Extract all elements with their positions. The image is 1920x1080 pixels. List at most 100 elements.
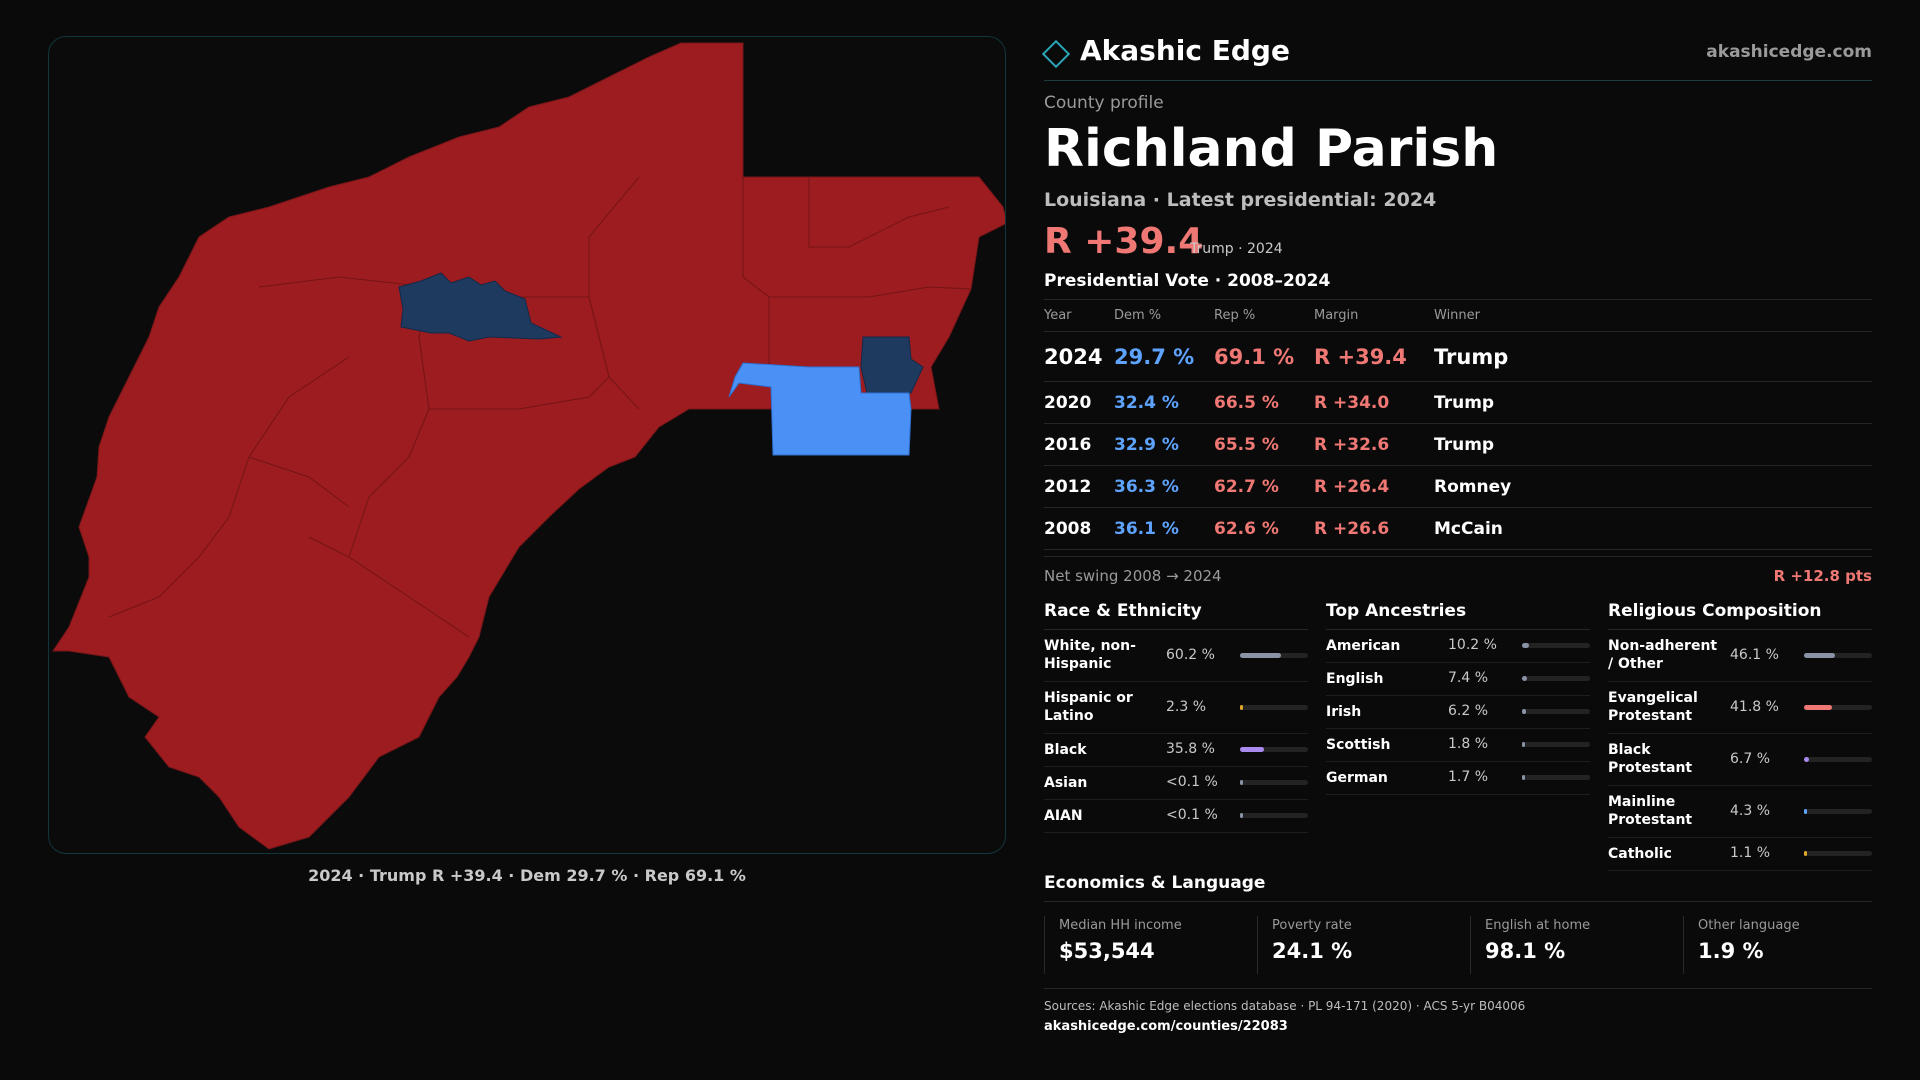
- eyebrow-label: County profile: [1044, 93, 1164, 113]
- list-item: White, non-Hispanic 60.2 %: [1044, 630, 1308, 682]
- brand-logo-icon: [1041, 39, 1071, 69]
- header-dem: Dem %: [1114, 300, 1214, 332]
- economics-title: Economics & Language: [1044, 873, 1872, 902]
- brand-url-link[interactable]: akashicedge.com: [1706, 42, 1872, 62]
- stat-label: Poverty rate: [1272, 918, 1352, 933]
- table-row: 2020 32.4 % 66.5 % R +34.0 Trump: [1044, 381, 1872, 424]
- precinct-map-dem-area-north[interactable]: [398, 272, 563, 342]
- share-bar: [1240, 747, 1308, 752]
- item-value: 6.2 %: [1448, 703, 1489, 719]
- table-row: 2016 32.9 % 65.5 % R +32.6 Trump: [1044, 423, 1872, 466]
- net-swing-value: R +12.8 pts: [1773, 567, 1872, 585]
- header-winner: Winner: [1434, 300, 1872, 332]
- rep-cell: 62.7 %: [1214, 465, 1314, 508]
- list-item: Evangelical Protestant 41.8 %: [1608, 682, 1872, 734]
- demographics-section: Race & Ethnicity White, non-Hispanic 60.2…: [1044, 593, 1872, 873]
- headline-margin: R +39.4: [1044, 221, 1204, 262]
- year-cell: 2016: [1044, 423, 1114, 466]
- share-bar-fill: [1522, 742, 1525, 747]
- share-bar: [1804, 704, 1872, 710]
- table-row: 2012 36.3 % 62.7 % R +26.4 Romney: [1044, 465, 1872, 508]
- share-bar: [1240, 704, 1308, 710]
- header-margin: Margin: [1314, 300, 1434, 332]
- dem-cell: 36.1 %: [1114, 507, 1214, 550]
- rep-cell: 66.5 %: [1214, 381, 1314, 424]
- stat-value: $53,544: [1059, 939, 1155, 963]
- share-bar-fill: [1522, 643, 1529, 648]
- divider: [1044, 988, 1872, 989]
- item-label: Catholic: [1608, 846, 1672, 862]
- share-bar: [1804, 756, 1872, 762]
- dem-cell: 32.4 %: [1114, 381, 1214, 424]
- list-item: Hispanic or Latino 2.3 %: [1044, 682, 1308, 734]
- race-ethnicity-list: White, non-Hispanic 60.2 % Hispanic or Lat…: [1044, 630, 1308, 833]
- table-row: 2024 29.7 % 69.1 % R +39.4 Trump: [1044, 331, 1872, 382]
- year-cell: 2008: [1044, 507, 1114, 550]
- year-cell: 2024: [1044, 331, 1114, 382]
- race-ethnicity-panel: Race & Ethnicity White, non-Hispanic 60.2…: [1044, 593, 1308, 833]
- rep-cell: 62.6 %: [1214, 507, 1314, 550]
- share-bar: [1522, 775, 1590, 780]
- brand-name[interactable]: Akashic Edge: [1080, 34, 1290, 67]
- headline-note: Trump · 2024: [1190, 241, 1283, 257]
- stat-poverty-rate: Poverty rate 24.1 %: [1257, 916, 1457, 974]
- stat-value: 1.9 %: [1698, 939, 1764, 963]
- county-permalink[interactable]: akashicedge.com/counties/22083: [1044, 1019, 1288, 1034]
- brand-header: Akashic Edge akashicedge.com: [1041, 30, 1872, 81]
- margin-cell: R +26.4: [1314, 465, 1434, 508]
- share-bar: [1240, 652, 1308, 658]
- rep-cell: 65.5 %: [1214, 423, 1314, 466]
- table-row: 2008 36.1 % 62.6 % R +26.6 McCain: [1044, 507, 1872, 550]
- dem-cell: 32.9 %: [1114, 423, 1214, 466]
- list-item: Scottish 1.8 %: [1326, 729, 1590, 762]
- stat-median-income: Median HH income $53,544: [1044, 916, 1244, 974]
- religion-panel: Religious Composition Non-adherent / Oth…: [1608, 593, 1872, 871]
- winner-cell: Trump: [1434, 423, 1872, 466]
- item-label: Evangelical Protestant: [1608, 690, 1698, 724]
- precinct-map[interactable]: [49, 37, 1006, 854]
- share-bar-fill: [1522, 775, 1525, 780]
- county-map-panel[interactable]: [48, 36, 1006, 854]
- stat-label: Median HH income: [1059, 918, 1182, 933]
- share-bar: [1240, 780, 1308, 785]
- economics-stats: Median HH income $53,544 Poverty rate 24…: [1044, 912, 1872, 988]
- share-bar-fill: [1240, 704, 1243, 710]
- item-value: 1.7 %: [1448, 769, 1489, 785]
- stat-english-at-home: English at home 98.1 %: [1470, 916, 1670, 974]
- share-bar: [1804, 652, 1872, 658]
- stat-other-language: Other language 1.9 %: [1683, 916, 1883, 974]
- winner-cell: Romney: [1434, 465, 1872, 508]
- list-item: English 7.4 %: [1326, 663, 1590, 696]
- share-bar: [1522, 643, 1590, 648]
- share-bar: [1522, 676, 1590, 681]
- winner-cell: Trump: [1434, 381, 1872, 424]
- item-value: 6.7 %: [1730, 750, 1771, 767]
- stat-value: 98.1 %: [1485, 939, 1566, 963]
- item-label: Irish: [1326, 704, 1362, 720]
- stat-value: 24.1 %: [1272, 939, 1353, 963]
- state-subtitle: Louisiana · Latest presidential: 2024: [1044, 189, 1437, 211]
- map-caption: 2024 · Trump R +39.4 · Dem 29.7 % · Rep …: [308, 866, 746, 885]
- item-label: Non-adherent / Other: [1608, 638, 1718, 672]
- item-label: German: [1326, 770, 1388, 786]
- margin-cell: R +39.4: [1314, 331, 1434, 382]
- share-bar: [1804, 851, 1872, 856]
- item-value: 41.8 %: [1730, 698, 1779, 715]
- item-value: 1.1 %: [1730, 845, 1771, 861]
- year-cell: 2020: [1044, 381, 1114, 424]
- share-bar-fill: [1522, 709, 1527, 714]
- item-label: Black Protestant: [1608, 742, 1693, 776]
- net-swing-label: Net swing 2008 → 2024: [1044, 567, 1222, 585]
- list-item: American 10.2 %: [1326, 630, 1590, 663]
- share-bar-fill: [1804, 704, 1833, 710]
- precinct-map-dem-area-lean[interactable]: [728, 362, 912, 456]
- stat-label: Other language: [1698, 918, 1800, 933]
- margin-cell: R +26.6: [1314, 507, 1434, 550]
- dem-cell: 29.7 %: [1114, 331, 1214, 382]
- list-item: Irish 6.2 %: [1326, 696, 1590, 729]
- item-value: 2.3 %: [1166, 698, 1207, 715]
- precinct-map-dem-area-east[interactable]: [860, 336, 924, 394]
- ancestries-list: American 10.2 % English 7.4 % Irish 6.2 % Scot…: [1326, 630, 1590, 795]
- net-swing-row: Net swing 2008 → 2024 R +12.8 pts: [1044, 556, 1872, 591]
- ancestries-title: Top Ancestries: [1326, 593, 1590, 630]
